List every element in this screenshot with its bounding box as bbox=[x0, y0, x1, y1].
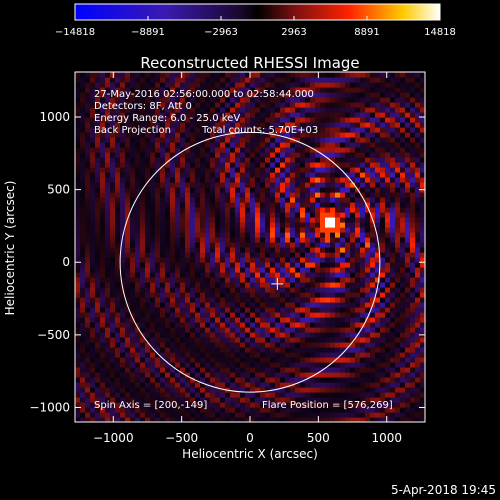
annotation-total-counts: Total counts: 5.70E+03 bbox=[201, 125, 318, 136]
x-tick-label: 500 bbox=[307, 431, 330, 445]
annotation-detectors: Detectors: 8F, Att 0 bbox=[94, 101, 192, 112]
colorbar-tick-label: 8891 bbox=[354, 27, 379, 38]
solar-limb-circle bbox=[119, 131, 381, 393]
annotation-flare-position: Flare Position = [576,269] bbox=[262, 400, 393, 411]
x-axis-label: Heliocentric X (arcsec) bbox=[182, 447, 318, 461]
colorbar-tick-label: 2963 bbox=[281, 27, 306, 38]
heatmap-image bbox=[75, 72, 425, 422]
y-tick-label: −500 bbox=[37, 328, 70, 342]
y-tick-label: 0 bbox=[62, 255, 70, 269]
colorbar-tick-label: −8891 bbox=[131, 27, 165, 38]
y-tick-label: −1000 bbox=[29, 400, 70, 414]
annotation-time-range: 27-May-2016 02:56:00.000 to 02:58:44.000 bbox=[94, 89, 314, 100]
chart-title: Reconstructed RHESSI Image bbox=[140, 54, 359, 72]
x-axis: −1000 −500 0 500 1000 bbox=[93, 72, 402, 445]
colorbar-tick-label: −2963 bbox=[204, 27, 238, 38]
footer-timestamp: 5-Apr-2018 19:45 bbox=[391, 483, 496, 497]
annotation-energy-range: Energy Range: 6.0 - 25.0 keV bbox=[94, 113, 240, 124]
y-axis-label: Heliocentric Y (arcsec) bbox=[3, 181, 17, 316]
colorbar-tick-label: −14818 bbox=[55, 27, 95, 38]
annotation-block: 27-May-2016 02:56:00.000 to 02:58:44.000… bbox=[94, 89, 393, 411]
y-tick-label: 1000 bbox=[39, 110, 70, 124]
x-tick-label: 0 bbox=[246, 431, 254, 445]
annotation-spin-axis: Spin Axis = [200,-149] bbox=[94, 400, 207, 411]
annotation-method: Back Projection bbox=[94, 125, 171, 136]
x-tick-label: 1000 bbox=[371, 431, 402, 445]
x-tick-label: −1000 bbox=[93, 431, 134, 445]
x-tick-label: −500 bbox=[165, 431, 198, 445]
spin-axis-marker bbox=[271, 277, 284, 290]
colorbar-tick-label: 14818 bbox=[424, 27, 456, 38]
y-tick-label: 500 bbox=[47, 183, 70, 197]
colorbar-gradient bbox=[74, 3, 441, 21]
y-axis: −1000 −500 0 500 1000 bbox=[29, 110, 425, 414]
colorbar: −14818 −8891 −2963 2963 8891 14818 bbox=[55, 3, 456, 38]
